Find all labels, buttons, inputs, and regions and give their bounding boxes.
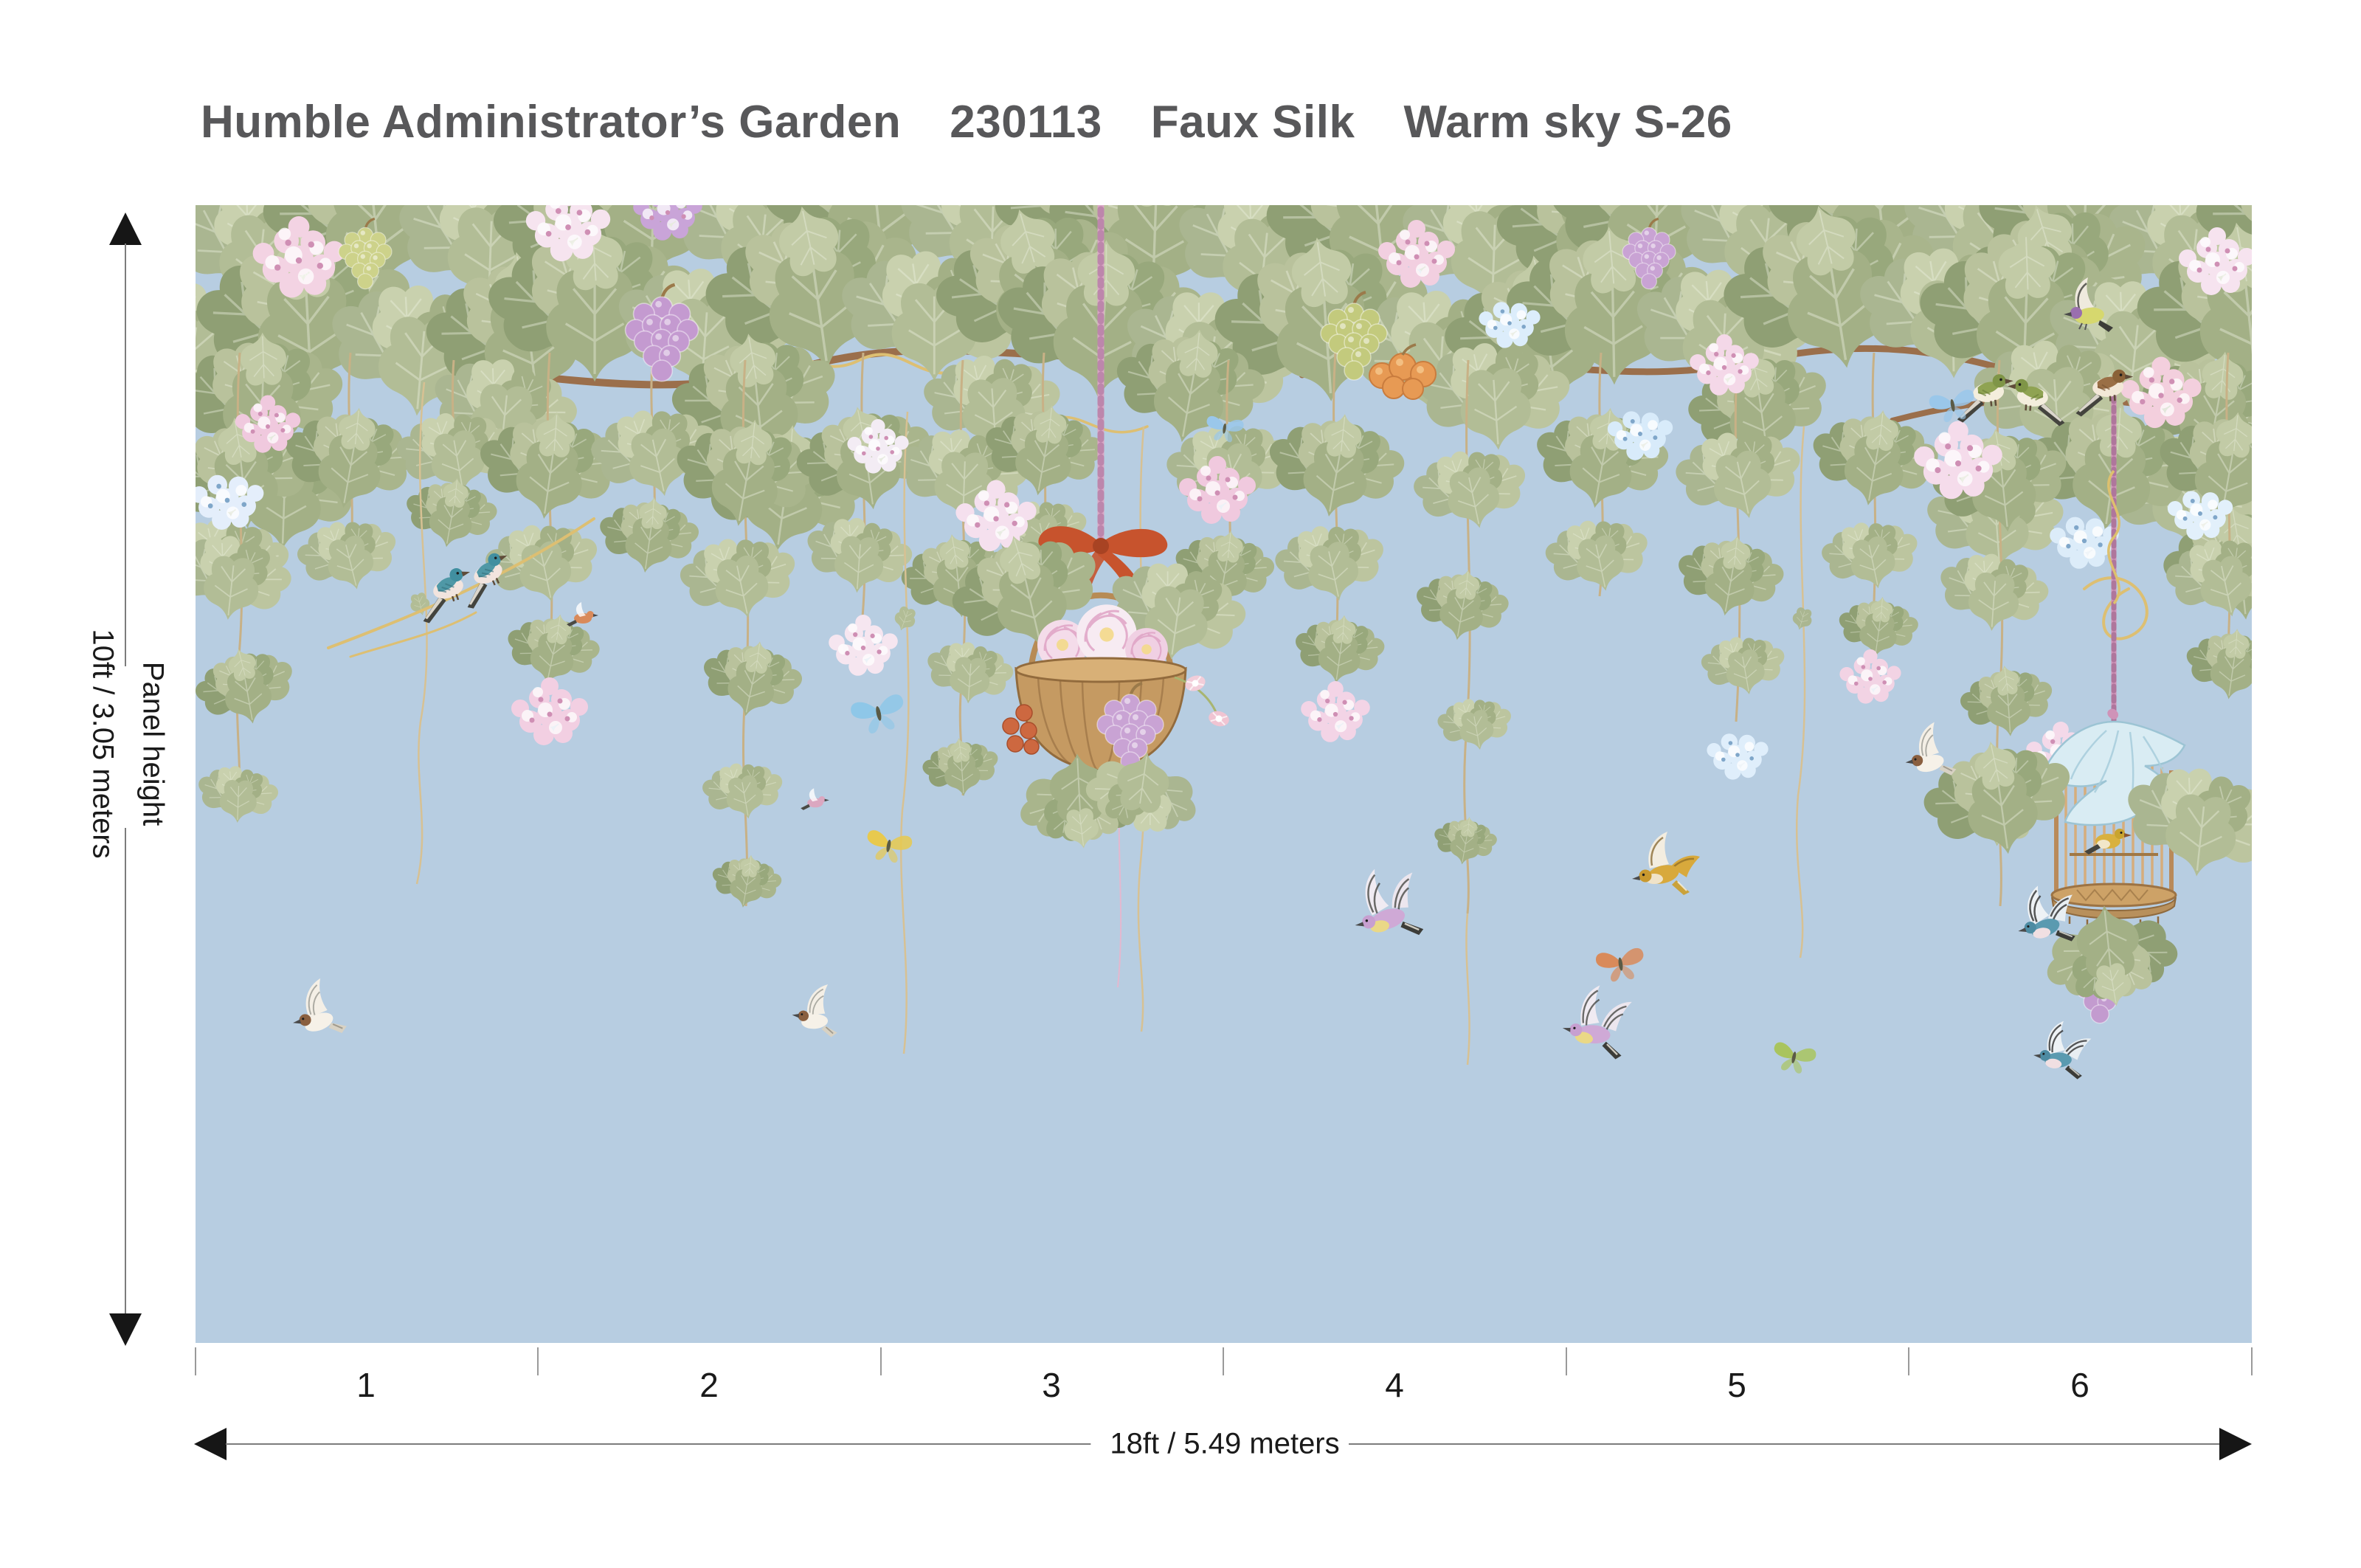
- height-dimension-line: [125, 244, 126, 666]
- panel-number-6: 6: [2070, 1366, 2089, 1404]
- panel-number-4: 4: [1385, 1366, 1404, 1404]
- mural-artwork: [196, 205, 2252, 1343]
- width-arrow-right-icon: [2219, 1428, 2252, 1460]
- page-title: Humble Administrator’s Garden 230113 Fau…: [201, 96, 1732, 148]
- panel-height-label: Panel height: [136, 661, 170, 826]
- panel-tick: [880, 1347, 882, 1375]
- height-dimension-line: [125, 828, 126, 1315]
- hanging-vine-strands: [196, 352, 2252, 1066]
- panel-tick: [1223, 1347, 1224, 1375]
- panel-number-5: 5: [1727, 1366, 1746, 1404]
- panel-number-2: 2: [699, 1366, 719, 1404]
- perched-birds-left: [327, 517, 595, 658]
- total-width-value: 18ft / 5.49 meters: [1090, 1427, 1359, 1461]
- panel-number-1: 1: [356, 1366, 376, 1404]
- panel-tick: [537, 1347, 539, 1375]
- caged-bird: [2084, 829, 2132, 854]
- height-arrow-down-icon: [109, 1313, 142, 1346]
- panel-height-value: 10ft / 3.05 meters: [86, 629, 120, 859]
- birdcage: [1904, 382, 2252, 1017]
- berries: [1002, 704, 1040, 755]
- height-arrow-up-icon: [109, 213, 142, 245]
- width-dimension-line: [1349, 1443, 2222, 1445]
- hanging-basket: [929, 205, 1265, 855]
- panel-tick: [2251, 1347, 2253, 1375]
- title-material: Faux Silk: [1150, 97, 1355, 148]
- title-colorway: Warm sky S-26: [1403, 97, 1732, 148]
- width-dimension-line: [226, 1443, 1101, 1445]
- panel-number-3: 3: [1042, 1366, 1061, 1404]
- title-collection: Humble Administrator’s Garden: [201, 97, 902, 148]
- mural-panel: [196, 205, 2252, 1343]
- title-sku: 230113: [950, 97, 1102, 148]
- width-arrow-left-icon: [194, 1428, 227, 1460]
- panel-tick: [1566, 1347, 1567, 1375]
- panel-tick: [195, 1347, 196, 1375]
- panel-tick: [1908, 1347, 1909, 1375]
